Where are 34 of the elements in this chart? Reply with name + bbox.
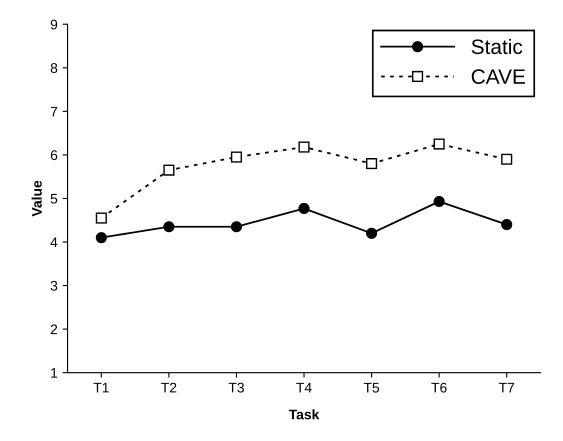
- point: [298, 202, 310, 214]
- point: [434, 196, 445, 208]
- point: [434, 138, 445, 150]
- y-tick-label: 2: [50, 324, 58, 334]
- x-tick-label: T6: [431, 382, 447, 393]
- legend-label: CAVE: [472, 69, 525, 84]
- x-axis-title: Task: [288, 409, 320, 420]
- y-tick-label: 7: [50, 106, 58, 116]
- x-tick-label: T4: [296, 382, 312, 392]
- point: [230, 221, 242, 232]
- point: [96, 212, 107, 224]
- point: [163, 164, 174, 176]
- point: [366, 228, 378, 239]
- point: [96, 232, 107, 244]
- point: [501, 154, 512, 165]
- y-tick-label: 4: [50, 237, 58, 248]
- x-tick-label: T7: [498, 382, 514, 392]
- y-tick-label: 1: [51, 368, 58, 378]
- y-tick-label: 5: [50, 194, 58, 204]
- y-tick-label: 9: [50, 20, 58, 30]
- y-tick-label: 3: [50, 280, 58, 291]
- legend-label: Static: [472, 38, 522, 54]
- y-axis-title: Value: [32, 180, 42, 216]
- point: [230, 152, 242, 163]
- x-tick-label: T5: [364, 382, 380, 393]
- point: [298, 142, 310, 153]
- x-tick-label: T3: [228, 382, 244, 393]
- y-tick-label: 8: [50, 63, 58, 73]
- x-tick-label: T2: [161, 382, 176, 392]
- point: [501, 219, 512, 230]
- point: [366, 158, 378, 170]
- y-tick-label: 6: [50, 150, 58, 160]
- x-tick-label: T1: [94, 382, 109, 392]
- point: [163, 221, 174, 232]
